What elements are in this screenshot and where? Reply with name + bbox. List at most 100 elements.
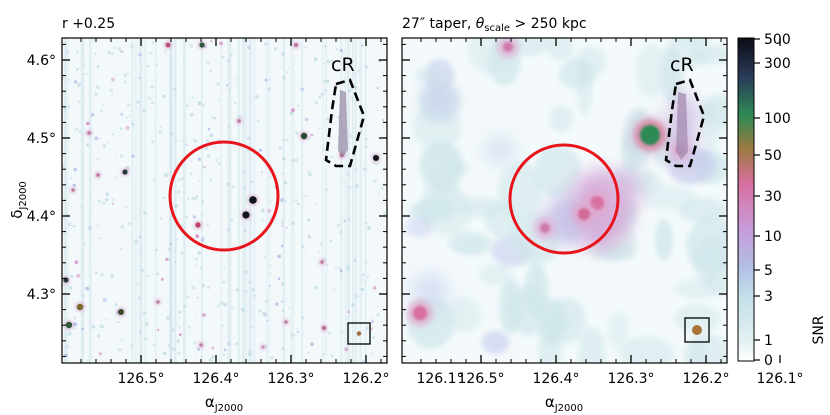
diffuse-blob bbox=[701, 94, 727, 133]
noise-speck bbox=[289, 111, 294, 116]
noise-speck bbox=[320, 242, 323, 246]
noise-speck bbox=[245, 290, 248, 293]
noise-speck bbox=[354, 168, 358, 171]
noise-speck bbox=[195, 312, 198, 315]
noise-speck bbox=[177, 190, 181, 194]
noise-speck bbox=[296, 331, 299, 334]
noise-speck bbox=[94, 92, 98, 97]
right-beam bbox=[692, 325, 702, 335]
noise-speck bbox=[371, 335, 375, 339]
noise-speck bbox=[223, 266, 226, 269]
noise-speck bbox=[156, 272, 160, 276]
noise-speck bbox=[276, 295, 278, 298]
noise-speck bbox=[268, 272, 271, 276]
noise-speck bbox=[337, 223, 340, 227]
noise-speck bbox=[178, 310, 182, 314]
noise-speck bbox=[73, 225, 76, 228]
noise-speck bbox=[100, 237, 102, 240]
noise-stripe bbox=[220, 38, 222, 363]
noise-speck bbox=[333, 288, 336, 291]
noise-speck bbox=[240, 307, 245, 312]
noise-speck bbox=[318, 95, 322, 99]
noise-speck bbox=[364, 137, 368, 141]
noise-speck bbox=[228, 88, 232, 92]
noise-speck bbox=[70, 177, 73, 180]
noise-speck bbox=[210, 39, 213, 43]
noise-speck bbox=[197, 101, 202, 106]
noise-stripe bbox=[82, 38, 85, 363]
noise-speck bbox=[111, 77, 115, 82]
noise-speck bbox=[273, 47, 278, 51]
noise-speck bbox=[118, 347, 122, 352]
noise-speck bbox=[94, 255, 96, 257]
left-ticks: 126.5° 126.4° 126.3° 126.2° 126.1° 4.3° 4.4° 4.… bbox=[27, 38, 464, 387]
noise-stripe bbox=[135, 38, 137, 363]
noise-speck bbox=[376, 86, 380, 90]
noise-speck bbox=[373, 179, 377, 183]
diffuse-blob bbox=[419, 140, 464, 192]
diffuse-blob bbox=[484, 136, 516, 164]
noise-speck bbox=[62, 77, 65, 80]
noise-speck bbox=[380, 230, 383, 233]
diffuse-blob bbox=[673, 278, 727, 299]
noise-speck bbox=[82, 73, 85, 76]
diffuse-blob bbox=[678, 197, 727, 224]
noise-speck bbox=[178, 327, 181, 329]
diffuse-blob bbox=[478, 263, 514, 286]
noise-speck bbox=[67, 222, 72, 226]
left-noise-stripes bbox=[64, 38, 367, 363]
noise-speck bbox=[367, 226, 371, 230]
noise-speck bbox=[77, 83, 82, 87]
noise-speck bbox=[120, 247, 123, 250]
left-beam bbox=[356, 331, 362, 336]
noise-speck bbox=[375, 178, 378, 181]
noise-speck bbox=[131, 154, 135, 158]
noise-speck bbox=[301, 244, 305, 249]
noise-speck bbox=[294, 334, 297, 337]
noise-speck bbox=[111, 93, 113, 96]
noise-speck bbox=[187, 197, 190, 200]
noise-speck bbox=[280, 198, 284, 202]
noise-speck bbox=[138, 53, 142, 57]
noise-speck bbox=[219, 300, 224, 305]
noise-speck bbox=[281, 282, 285, 287]
noise-speck bbox=[168, 258, 172, 262]
right-beam-box bbox=[684, 317, 710, 343]
noise-speck bbox=[107, 50, 111, 54]
noise-stripe bbox=[344, 38, 347, 363]
noise-stripe bbox=[267, 38, 271, 363]
noise-speck bbox=[119, 154, 124, 158]
colorbar-ticks: 0 1 3 5 10 30 50 100 300 500 bbox=[754, 32, 791, 369]
noise-speck bbox=[209, 178, 213, 182]
noise-speck bbox=[107, 142, 110, 145]
noise-speck bbox=[197, 347, 200, 351]
noise-speck bbox=[227, 341, 231, 346]
point-source bbox=[284, 320, 288, 324]
noise-speck bbox=[262, 311, 266, 316]
noise-speck bbox=[230, 53, 233, 56]
noise-stripe bbox=[364, 38, 367, 363]
noise-speck bbox=[281, 309, 285, 313]
noise-speck bbox=[73, 80, 78, 84]
noise-speck bbox=[295, 158, 298, 162]
noise-speck bbox=[280, 244, 284, 248]
noise-speck bbox=[102, 144, 107, 148]
colorbar-tick-label: 3 bbox=[764, 289, 773, 305]
point-source bbox=[156, 300, 160, 304]
noise-speck bbox=[267, 87, 271, 92]
diffuse-blob bbox=[574, 46, 607, 77]
noise-speck bbox=[120, 50, 124, 54]
noise-speck bbox=[229, 218, 234, 223]
noise-speck bbox=[218, 162, 221, 166]
diffuse-blob bbox=[410, 272, 450, 308]
noise-speck bbox=[269, 176, 272, 179]
noise-speck bbox=[334, 267, 338, 270]
right-cr-label: cR bbox=[670, 54, 694, 76]
diffuse-blob bbox=[446, 296, 482, 334]
noise-stripe bbox=[347, 38, 350, 363]
noise-speck bbox=[92, 38, 96, 42]
noise-speck bbox=[329, 239, 332, 243]
noise-speck bbox=[147, 274, 150, 277]
noise-speck bbox=[86, 143, 89, 147]
noise-speck bbox=[86, 121, 90, 126]
